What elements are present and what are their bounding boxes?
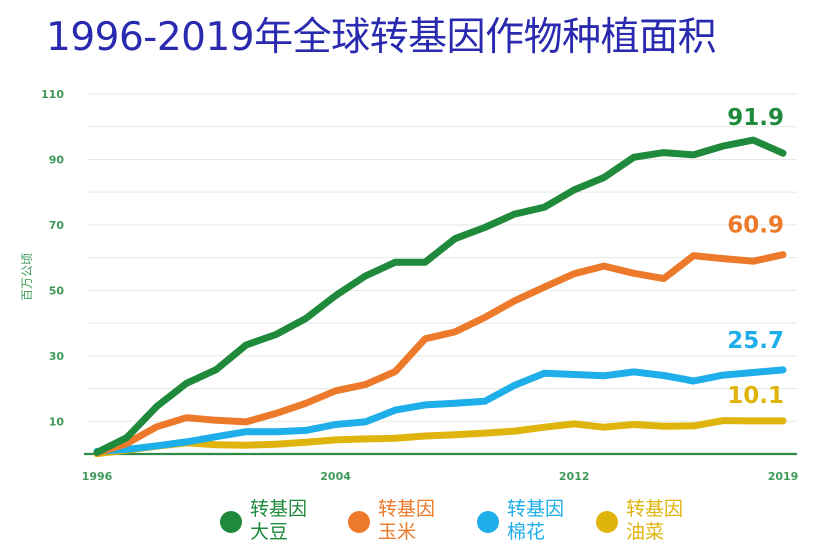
legend-label-line2: 棉花 [507, 521, 546, 543]
chart-legend: 转基因 大豆 转基因 玉米 转基因 棉花 转基因 油菜 [0, 498, 817, 546]
legend-swatch [477, 511, 499, 533]
y-tick-label: 50 [49, 284, 65, 297]
series-end-label: 60.9 [727, 213, 784, 239]
x-tick-label: 1996 [82, 470, 113, 483]
legend-label-line2: 大豆 [250, 521, 289, 543]
y-tick-label: 110 [41, 88, 64, 101]
legend-label-line1: 转基因 [378, 498, 436, 520]
legend-label: 转基因 大豆 [250, 498, 307, 544]
legend-label: 转基因 棉花 [507, 498, 564, 544]
series-end-label: 10.1 [727, 383, 784, 409]
y-tick-label: 10 [49, 415, 65, 428]
chart-title: 1996-2019年全球转基因作物种植面积 [46, 15, 717, 60]
legend-label-line1: 转基因 [626, 498, 684, 520]
series-line [93, 251, 787, 457]
legend-label-line2: 玉米 [378, 521, 417, 543]
legend-label-line1: 转基因 [507, 498, 565, 520]
y-tick-label: 30 [49, 350, 65, 363]
series-line [93, 136, 787, 456]
legend-label: 转基因 玉米 [378, 498, 435, 544]
y-axis-label: 百万公顷 [20, 253, 34, 301]
legend-label-line1: 转基因 [250, 498, 308, 520]
x-tick-label: 2012 [559, 470, 590, 483]
series-end-label: 25.7 [727, 328, 784, 354]
x-tick-label: 2019 [768, 470, 799, 483]
legend-label: 转基因 油菜 [626, 498, 683, 544]
y-tick-label: 90 [49, 153, 65, 166]
legend-swatch [596, 511, 618, 533]
x-tick-label: 2004 [320, 470, 351, 483]
legend-swatch [348, 511, 370, 533]
legend-label-line2: 油菜 [626, 521, 665, 543]
y-tick-label: 70 [49, 219, 65, 232]
series-end-label: 91.9 [727, 105, 784, 131]
series-line [93, 366, 787, 455]
legend-swatch [220, 511, 242, 533]
series-line [93, 417, 787, 458]
